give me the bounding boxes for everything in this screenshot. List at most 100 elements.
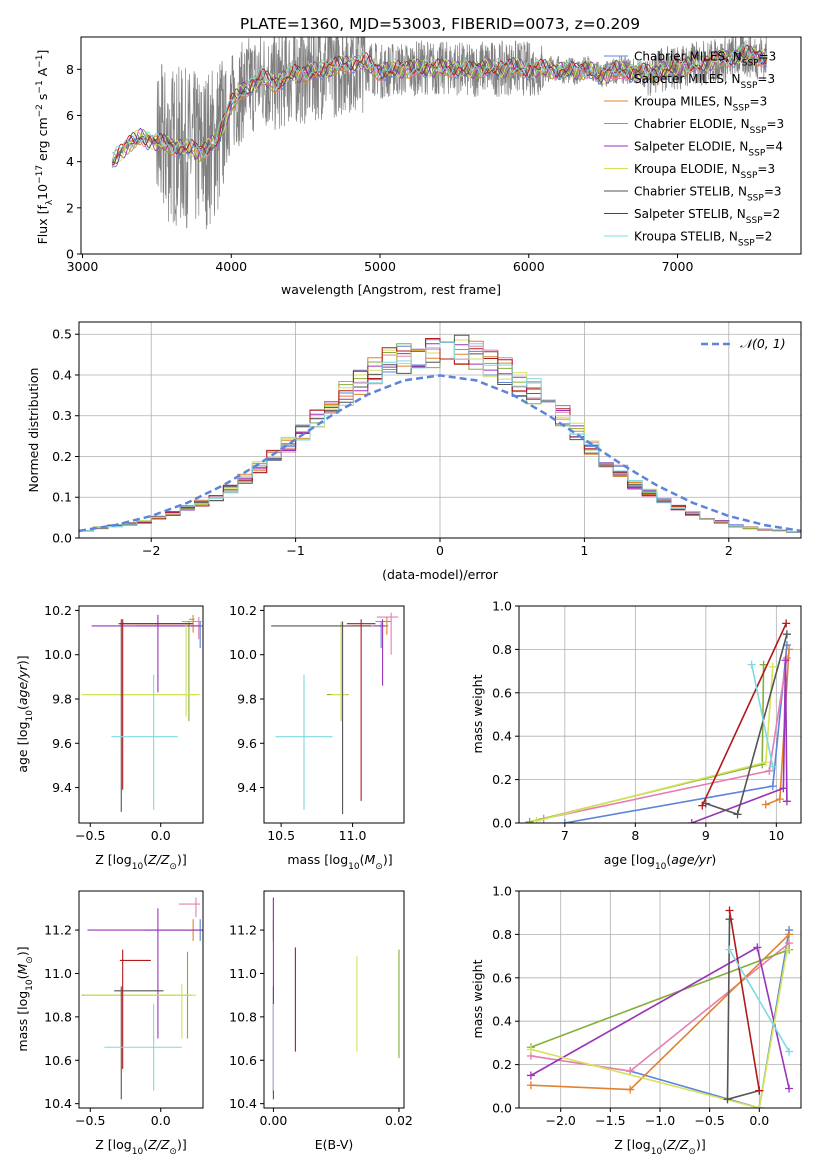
chart-panel: −0.5 0.0 10.4 10.6 10.8 11.0 11.2 Z [log10(Z/Z⊙… [15,890,204,1157]
mass-weight-marker [781,656,790,665]
y-tick-label: 6 [66,108,74,123]
mass-weight-marker [785,645,794,654]
legend-entry: Kroupa MILES, NSSP=3 [634,95,767,114]
y-axis-label: mass weight [470,959,485,1038]
legend-entry: Kroupa ELODIE, NSSP=3 [634,162,775,181]
mass-weight-marker [782,630,791,639]
y-tick-label: 1.0 [492,884,512,899]
y-tick-label: 10.0 [229,647,257,662]
mass-weight-marker [753,943,762,952]
axes-frame [80,36,802,255]
chart-panel: −2 −1 0 1 2 0.0 0.1 0.2 0.3 0.4 0.5 𝒩(0, 1) (data-mo… [26,321,802,582]
x-axis-label: mass [log10(M⊙)] [287,852,392,872]
y-tick-label: 0.2 [52,449,72,464]
y-tick-label: 10.4 [44,1096,72,1111]
y-tick-label: 0.8 [492,642,512,657]
mass-weight-line [536,666,774,822]
x-tick-label: −1 [286,543,304,558]
y-tick-label: 0.0 [492,1101,512,1116]
mass-weight-marker [768,782,777,791]
plot-area [79,334,801,533]
x-tick-label: 4000 [215,259,247,274]
mass-weight-line [629,929,790,1108]
y-tick-label: 1.0 [492,599,512,614]
x-tick-label: −0.5 [75,828,105,843]
x-axis-label: Z [log10(Z/Z⊙)] [614,1137,705,1157]
mass-weight-line [750,664,774,767]
legend-entry: Chabrier MILES, NSSP=3 [634,50,776,69]
x-tick-label: 0 [436,543,444,558]
mass-weight-marker [765,766,774,775]
y-tick-label: 11.0 [44,966,72,981]
y-tick-label: 0.3 [52,408,72,423]
mass-weight-marker [525,817,534,823]
mass-weight-marker [698,801,707,810]
x-tick-label: 0.0 [749,1113,769,1128]
x-tick-label: −1.0 [645,1113,675,1128]
y-tick-label: 0.4 [492,1014,512,1029]
x-tick-label: 3000 [67,259,99,274]
y-tick-label: 0.1 [52,490,72,505]
x-tick-label: 5000 [364,259,396,274]
mass-weight-marker [783,945,792,954]
mass-weight-marker [761,758,770,767]
model-spectrum-line [111,45,767,164]
axes-frame [263,605,405,824]
y-tick-label: 0.0 [52,531,72,546]
chart-panel: −2.0 −1.5 −1.0 −0.5 0.0 0.0 0.2 0.4 0.6 0.8 1.0 Z [… [470,884,802,1157]
y-tick-label: 10.2 [44,603,72,618]
y-tick-label: 10.2 [229,603,257,618]
plot-area [81,897,203,1100]
model-spectrum-line [111,44,768,162]
y-tick-label: 0.4 [492,729,512,744]
x-axis-label: Z [log10(Z/Z⊙)] [95,852,186,872]
x-tick-label: −2 [142,543,160,558]
y-tick-label: 4 [66,154,74,169]
y-tick-label: 9.4 [237,780,257,795]
mass-weight-line [726,919,760,1101]
y-tick-label: 0.6 [492,685,512,700]
y-tick-label: 0 [66,247,74,262]
histogram-step [79,341,801,533]
x-tick-label: 6000 [513,259,545,274]
y-axis-label: Normed distribution [26,368,41,493]
normal-curve [79,374,801,533]
y-tick-label: 11.0 [229,966,257,981]
y-tick-label: 9.8 [237,692,257,707]
y-tick-label: 0.4 [52,367,72,382]
y-tick-label: 0.2 [492,772,512,787]
mass-weight-marker [782,797,791,806]
panels-group: 3000 4000 5000 6000 7000 0 2 4 6 8 wavelength [Ang… [15,36,802,1157]
plot-area [525,619,794,823]
y-tick-label: 9.6 [237,736,257,751]
x-tick-label: 0.0 [151,1113,171,1128]
mass-weight-marker [759,660,768,669]
mass-weight-marker [785,1047,794,1056]
x-tick-label: 0.0 [151,828,171,843]
plot-area [526,906,794,1108]
x-tick-label: 7 [561,828,569,843]
x-tick-label: −0.5 [694,1113,724,1128]
figure-title: PLATE=1360, MJD=53003, FIBERID=0073, z=0… [240,15,640,33]
chart-panel: −0.5 0.0 9.4 9.6 9.8 10.0 10.2 Z [log10(Z/Z⊙)] a… [15,603,204,872]
mass-weight-marker [626,1067,635,1076]
mass-weight-line [530,948,790,1048]
y-tick-label: 8 [66,62,74,77]
mass-weight-marker [755,1086,764,1095]
mass-weight-marker [782,619,791,628]
mass-weight-marker [768,762,777,771]
mass-weight-line [543,657,788,820]
mass-weight-marker [526,1045,535,1054]
plot-area [272,897,400,1100]
x-tick-label: 9 [702,828,710,843]
mass-weight-marker [725,906,734,915]
x-tick-label: 10 [768,828,784,843]
mass-weight-marker [768,662,777,671]
legend-entry: Kroupa STELIB, NSSP=2 [634,230,772,249]
mass-weight-marker [775,795,784,804]
mass-weight-line [530,949,788,1108]
y-tick-label: 9.4 [52,780,72,795]
x-axis-label: (data-model)/error [382,567,499,582]
legend-entry: Salpeter MILES, NSSP=3 [634,72,775,91]
